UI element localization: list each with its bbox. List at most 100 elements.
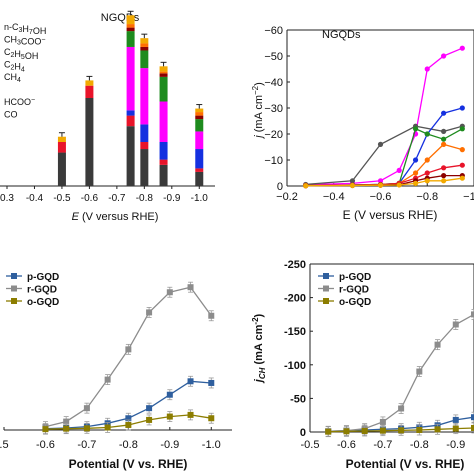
data-point — [424, 170, 430, 176]
x-tick-label: −0.4 — [323, 191, 345, 203]
bar-segment-CH3COO- — [140, 43, 149, 47]
bar-segment-C2H5OH — [195, 115, 204, 120]
data-point — [416, 368, 423, 375]
legend-C2H5OH: C2H5OH — [4, 47, 38, 61]
legend-text-part: − — [41, 37, 45, 44]
data-point — [343, 428, 350, 435]
data-point — [187, 411, 194, 418]
legend-n-C3H7OH: n-C3H7OH — [4, 22, 46, 36]
x-axis-label: Potential (V vs. RHE) — [346, 457, 465, 471]
legend-label-r-GQD: r-GQD — [339, 285, 369, 296]
bar-segment-HCOO- — [140, 142, 149, 150]
legend-label-p-GQD: p-GQD — [339, 272, 371, 283]
data-point — [125, 415, 132, 422]
x-tick-label: -0.7 — [77, 439, 96, 451]
x-axis-label-text: (V versus RHE) — [79, 211, 158, 223]
y-tick-label: -100 — [284, 360, 306, 372]
legend-marker — [11, 298, 17, 304]
data-point — [349, 182, 356, 189]
data-point — [377, 178, 384, 184]
legend-text-part: 2 — [11, 65, 15, 72]
legend-text-part: H — [14, 49, 21, 59]
panel-ch4-current-density: -0.5 -0.6 -0.7 -0.8 -0.9 0 -50 -100 -150 -200 -250… — [251, 259, 474, 471]
legend-text-part: 4 — [17, 77, 21, 84]
x-tick-label: -0.6 — [337, 439, 356, 451]
x-tick-label: −0.2 — [276, 191, 298, 203]
legend-label-r-GQD: r-GQD — [27, 285, 57, 296]
data-point — [441, 53, 447, 59]
x-tick-label: -0.5 — [53, 193, 71, 204]
data-point — [412, 170, 419, 176]
bar-segment-CO — [57, 152, 66, 186]
legend-text-part: n-C — [4, 22, 19, 32]
bar-segment-CO — [195, 171, 204, 186]
bar-segment-CO — [126, 126, 135, 186]
legend-text-part: C — [4, 60, 11, 70]
y-axis-label-part: j — [253, 378, 265, 384]
legend-CH3COO-: CH3COO− — [4, 35, 46, 47]
series-line-1 — [305, 125, 463, 186]
x-axis-label: E (V versus RHE) — [72, 211, 159, 223]
data-point — [166, 289, 173, 296]
y-axis-label-part: -2 — [251, 317, 260, 325]
x-tick-label: −0.8 — [416, 191, 438, 203]
bar-segment-n-C3H7OH — [57, 136, 66, 142]
x-axis-label-symbol: E — [72, 211, 80, 223]
bar-segment-CH4 — [140, 68, 149, 125]
x-tick-label: -0.8 — [119, 439, 138, 451]
series-line-0 — [305, 47, 463, 186]
y-tick-label: −60 — [264, 25, 283, 37]
data-point — [42, 426, 49, 433]
data-point — [396, 182, 402, 188]
legend-text-part: H — [14, 62, 21, 72]
data-point — [208, 379, 215, 386]
bar-segment-C2H4 — [140, 50, 149, 69]
data-point — [459, 105, 465, 111]
data-point — [441, 173, 447, 179]
data-point — [441, 165, 447, 171]
data-point — [166, 391, 173, 398]
bar-segment-C2H5OH — [126, 27, 135, 32]
x-tick-label: -0.9 — [160, 439, 179, 451]
legend-HCOO-: HCOO− — [4, 97, 35, 107]
data-point — [379, 418, 386, 425]
y-tick-label: -250 — [284, 259, 306, 271]
bar-segment-CH4 — [159, 101, 168, 142]
y-axis-label-part: ) — [253, 313, 265, 317]
legend-marker — [11, 285, 17, 292]
legend-text-part: H — [22, 24, 29, 34]
x-axis-label: E (V versus RHE) — [343, 208, 438, 222]
data-point — [303, 183, 309, 189]
bar-segment-HCOO- — [126, 115, 135, 127]
data-point — [377, 182, 384, 188]
data-point — [459, 162, 465, 168]
data-point — [452, 425, 459, 432]
y-tick-label: −20 — [264, 129, 283, 141]
y-tick-label: 0 — [277, 181, 283, 193]
legend-text-part: HCOO — [4, 97, 31, 107]
y-axis-label-part: (mA cm — [253, 324, 265, 367]
legend-marker — [323, 273, 329, 279]
x-tick-label: .5 — [0, 439, 9, 451]
legend-text-part: CH — [4, 35, 17, 45]
x-tick-label: -0.4 — [26, 193, 44, 204]
data-point — [471, 414, 474, 421]
data-point — [412, 157, 419, 163]
bar-segment-HCOO- — [57, 142, 66, 153]
y-axis-label: j (mA cm−2) — [251, 82, 265, 140]
bar-segment-n-C3H7OH — [126, 15, 135, 25]
y-tick-label: −40 — [264, 77, 283, 89]
y-tick-label: −50 — [264, 51, 283, 63]
data-point — [412, 126, 419, 132]
legend-marker — [323, 285, 329, 292]
data-point — [83, 425, 90, 432]
y-tick-label: -50 — [290, 393, 306, 405]
data-point — [104, 424, 111, 431]
data-point — [424, 131, 430, 137]
data-point — [83, 405, 90, 412]
x-tick-label: -0.9 — [446, 439, 465, 451]
bar-segment-CO — [85, 98, 94, 186]
data-point — [412, 180, 419, 186]
legend-CO: CO — [4, 110, 18, 120]
